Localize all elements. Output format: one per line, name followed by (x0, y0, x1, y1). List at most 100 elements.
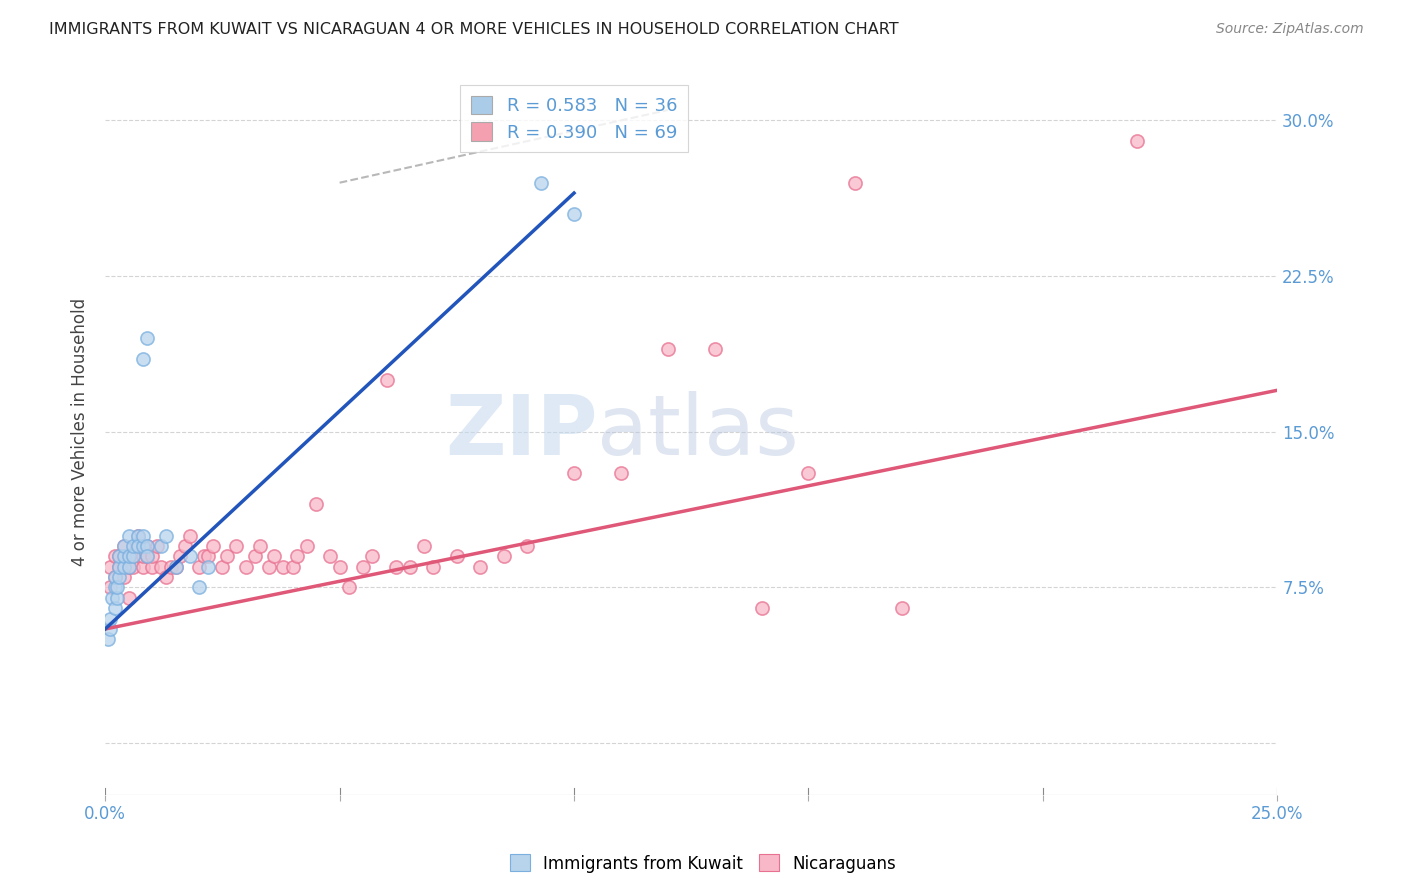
Point (155, 528, 177, 542)
Point (245, 549, 267, 564)
Point (103, 581, 125, 595)
Point (492, 549, 515, 564)
Point (103, 570, 125, 584)
Point (141, 549, 163, 564)
Point (122, 549, 145, 564)
Text: IMMIGRANTS FROM KUWAIT VS NICARAGUAN 4 OR MORE VEHICLES IN HOUSEHOLD CORRELATION: IMMIGRANTS FROM KUWAIT VS NICARAGUAN 4 O… (49, 22, 898, 37)
Point (105, 581, 128, 595)
Point (108, 549, 131, 564)
Point (470, 559, 492, 574)
Point (132, 549, 155, 564)
Point (193, 549, 215, 564)
Point (530, 176, 553, 190)
Point (1125, 134, 1147, 148)
Legend: Immigrants from Kuwait, Nicaraguans: Immigrants from Kuwait, Nicaraguans (503, 847, 903, 880)
Point (165, 559, 187, 574)
Point (385, 559, 408, 574)
Point (108, 559, 131, 574)
Point (141, 559, 163, 574)
Point (98, 581, 121, 595)
Point (844, 176, 866, 190)
Point (103, 549, 125, 564)
Point (122, 549, 145, 564)
Point (249, 539, 271, 553)
Point (375, 373, 398, 387)
Point (132, 559, 155, 574)
Point (413, 539, 436, 553)
Point (337, 581, 360, 595)
Point (516, 539, 538, 553)
Point (174, 539, 197, 553)
Point (361, 549, 384, 564)
Point (281, 559, 304, 574)
Point (118, 559, 141, 574)
Point (235, 559, 257, 574)
Point (98, 559, 121, 574)
Point (118, 591, 141, 605)
Y-axis label: 4 or more Vehicles in Household: 4 or more Vehicles in Household (72, 298, 89, 566)
Point (132, 352, 155, 367)
Point (399, 559, 422, 574)
Point (127, 539, 149, 553)
Point (188, 581, 211, 595)
Point (103, 601, 125, 615)
Point (118, 549, 141, 564)
Point (179, 528, 201, 542)
Point (108, 549, 131, 564)
Point (657, 342, 679, 356)
Point (891, 601, 914, 615)
Point (127, 528, 149, 542)
Point (98, 622, 121, 636)
Point (127, 528, 149, 542)
Point (132, 528, 155, 542)
Point (136, 331, 159, 345)
Text: Source: ZipAtlas.com: Source: ZipAtlas.com (1216, 22, 1364, 37)
Point (112, 570, 135, 584)
Point (273, 559, 295, 574)
Point (211, 559, 233, 574)
Point (352, 559, 374, 574)
Point (179, 549, 201, 564)
Point (751, 601, 773, 615)
Point (188, 559, 211, 574)
Point (112, 559, 135, 574)
Point (112, 549, 135, 564)
Point (197, 559, 219, 574)
Point (305, 498, 328, 512)
Point (118, 549, 141, 564)
Point (562, 207, 585, 221)
Point (562, 467, 585, 481)
Point (422, 559, 444, 574)
Point (132, 539, 155, 553)
Point (155, 570, 177, 584)
Point (329, 559, 352, 574)
Point (136, 539, 159, 553)
Point (127, 539, 149, 553)
Point (263, 549, 285, 564)
Text: atlas: atlas (598, 392, 799, 472)
Point (105, 591, 128, 605)
Point (150, 539, 173, 553)
Point (703, 342, 725, 356)
Point (446, 549, 468, 564)
Point (112, 539, 135, 553)
Point (259, 559, 281, 574)
Text: ZIP: ZIP (444, 392, 598, 472)
Point (225, 539, 247, 553)
Point (112, 539, 135, 553)
Point (797, 467, 820, 481)
Point (295, 539, 318, 553)
Legend: R = 0.583   N = 36, R = 0.390   N = 69: R = 0.583 N = 36, R = 0.390 N = 69 (460, 85, 688, 153)
Point (122, 559, 145, 574)
Point (118, 528, 141, 542)
Point (287, 549, 309, 564)
Point (169, 549, 191, 564)
Point (136, 549, 159, 564)
Point (103, 570, 125, 584)
Point (118, 559, 141, 574)
Point (122, 539, 145, 553)
Point (197, 549, 219, 564)
Point (217, 549, 239, 564)
Point (98, 612, 121, 626)
Point (136, 539, 159, 553)
